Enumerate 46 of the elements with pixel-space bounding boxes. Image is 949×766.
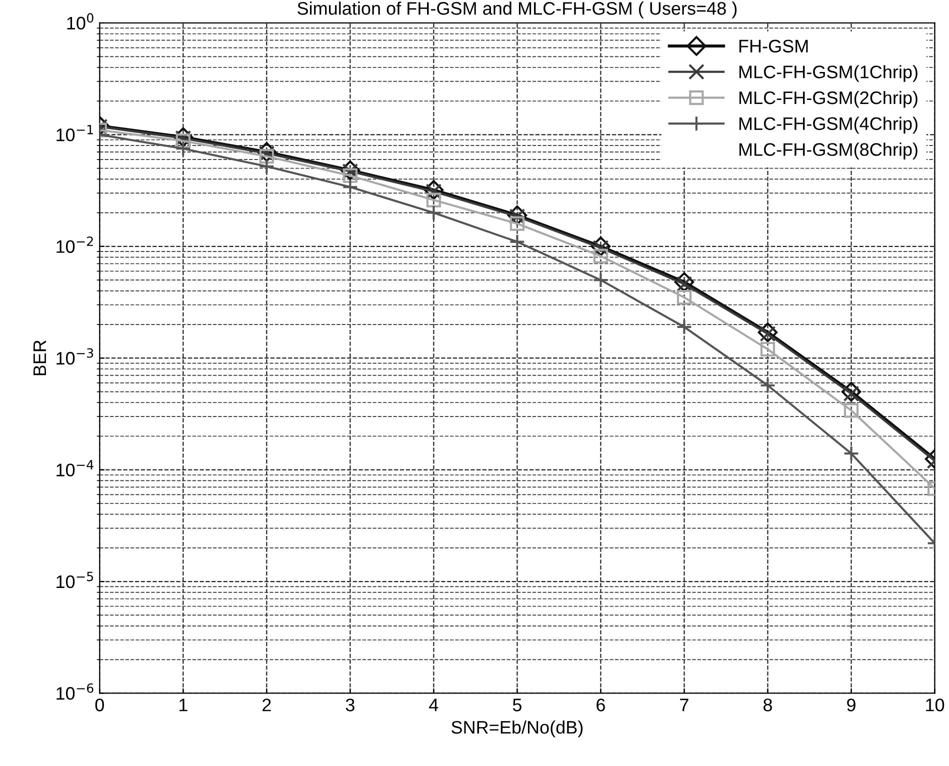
point [674, 272, 694, 292]
legend-label: FH-GSM [739, 40, 808, 52]
legend-label: MLC-FH-GSM(2Chrip) [739, 90, 918, 108]
legend-label: MLC-FH-GSM(4Chrip) [739, 116, 918, 134]
x-axis-title: SNR=Eb/No(dB) [452, 720, 583, 738]
x-tick-label: 3 [346, 698, 354, 712]
point [760, 377, 776, 394]
y-axis-title: BER [34, 340, 46, 376]
x-tick-label: 9 [847, 698, 856, 712]
y-tick-label: 10$^{−5}$ [56, 572, 94, 588]
point [510, 216, 524, 231]
x-tick-label: 7 [680, 698, 688, 712]
point [760, 342, 776, 357]
x-tick-label: 10 [926, 698, 944, 712]
point [507, 205, 528, 226]
point [844, 403, 859, 418]
x-tick-label: 6 [596, 698, 605, 712]
y-tick-label: 10$^{−4}$ [56, 460, 94, 476]
point [426, 192, 441, 208]
point [593, 248, 608, 264]
point [175, 140, 192, 157]
y-tick-label: 10$^{−6}$ [56, 683, 94, 700]
point [342, 179, 358, 196]
point [258, 158, 275, 174]
legend-label: MLC-FH-GSM(1Chrip) [739, 65, 918, 82]
point [509, 234, 526, 250]
point [843, 446, 860, 462]
point [841, 382, 862, 402]
point [676, 318, 692, 335]
point [758, 322, 778, 342]
x-tick-label: 4 [429, 698, 438, 712]
chart-title: Simulation of FH-GSM and MLC-FH-GSM ( Users=48 ) [298, 2, 737, 18]
text: MLC-FH-GSM(8Chrip) [739, 142, 918, 160]
point [592, 272, 609, 288]
point [424, 180, 444, 200]
x-tick-label: 5 [512, 698, 522, 712]
x-tick-label: 2 [262, 698, 271, 712]
point [676, 290, 692, 305]
y-tick-label: 10$^{−1}$ [56, 124, 93, 142]
point [426, 204, 442, 221]
x-tick-label: 8 [764, 698, 772, 712]
x-tick-label: 0 [95, 698, 104, 712]
x-tick-label: 1 [180, 698, 188, 712]
y-tick-label: 10$^{0}$ [67, 13, 94, 30]
y-tick-label: 10$^{−2}$ [56, 236, 93, 253]
y-tick-label: 10$^{−3}$ [56, 348, 94, 365]
